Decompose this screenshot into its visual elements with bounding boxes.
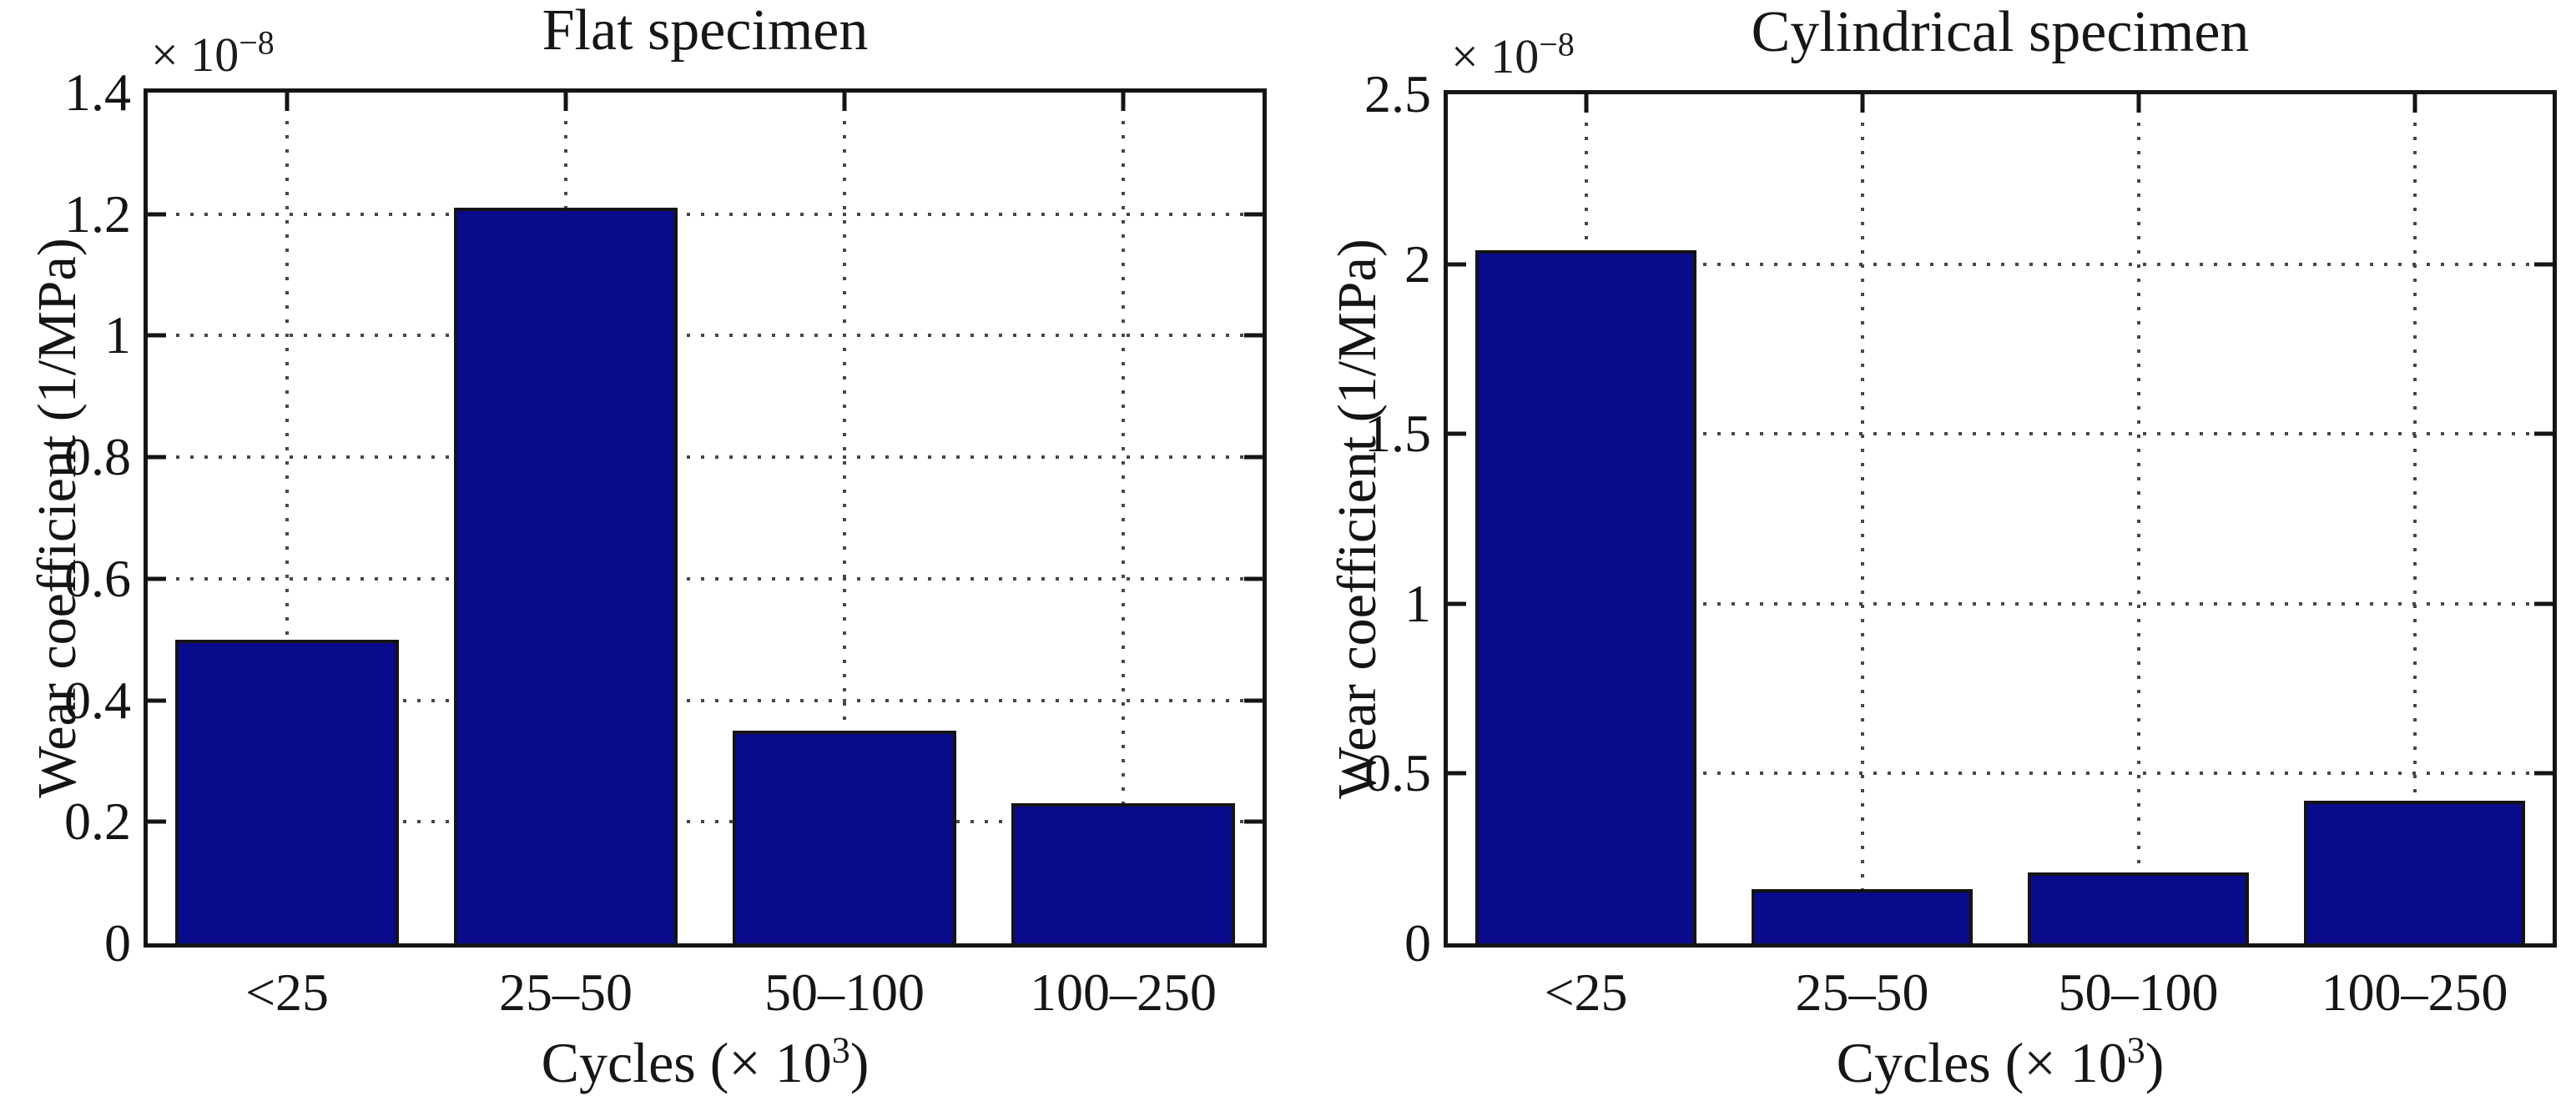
y-tick-mark	[148, 212, 166, 217]
y-tick-label: 2.5	[1364, 64, 1431, 123]
y-tick-mark	[1244, 212, 1263, 217]
multiplier-base: × 10	[1451, 29, 1540, 83]
x-tick-mark	[1860, 94, 1864, 113]
gridline-horizontal	[148, 334, 1263, 338]
y-tick-mark	[1244, 576, 1263, 581]
gridline-horizontal	[1448, 772, 2553, 776]
x-axis-label-exponent: 3	[831, 1029, 850, 1071]
x-axis-label-text: Cycles (× 10	[541, 1031, 832, 1094]
y-tick-label: 0	[1404, 913, 1431, 973]
gridline-vertical	[285, 93, 289, 943]
x-tick-label: <25	[1544, 963, 1628, 1022]
y-tick-mark	[1448, 431, 1466, 436]
gridline-horizontal	[148, 698, 1263, 702]
multiplier-base: × 10	[151, 28, 239, 82]
y-tick-mark	[2534, 431, 2553, 436]
x-tick-mark	[1121, 93, 1126, 111]
x-axis-label-flat: Cycles (× 103)	[542, 1030, 870, 1096]
y-tick-label: 0.8	[64, 427, 131, 487]
x-tick-label: 25–50	[1795, 963, 1929, 1022]
multiplier-exponent: −8	[1539, 25, 1575, 63]
y-tick-label: 1.2	[64, 184, 131, 244]
x-axis-label-cylindrical: Cycles (× 103)	[1837, 1030, 2165, 1096]
x-axis-label-suffix: )	[2145, 1031, 2165, 1094]
x-tick-label: 100–250	[1030, 963, 1217, 1022]
x-tick-mark	[2136, 94, 2140, 113]
y-tick-mark	[2534, 262, 2553, 267]
gridline-vertical	[843, 93, 846, 943]
bar-flat-lt25	[175, 639, 399, 943]
y-tick-mark	[2534, 601, 2553, 606]
y-tick-label: 0.5	[1364, 743, 1431, 803]
bar-cyl-50-100	[2028, 872, 2249, 943]
y-tick-label: 1.4	[64, 63, 131, 122]
y-tick-label: 0.4	[64, 670, 131, 730]
x-tick-label: 25–50	[499, 963, 633, 1022]
x-tick-mark	[285, 93, 290, 111]
y-tick-mark	[148, 455, 166, 460]
gridline-vertical	[1860, 94, 1864, 943]
y-tick-mark	[148, 819, 166, 824]
x-tick-label: 100–250	[2321, 963, 2508, 1022]
chart-title-cylindrical: Cylindrical specimen	[1751, 0, 2250, 64]
gridline-horizontal	[148, 820, 1263, 824]
x-axis-label-suffix: )	[849, 1031, 870, 1094]
x-tick-label: 50–100	[764, 963, 925, 1022]
y-tick-mark	[1244, 333, 1263, 338]
bar-flat-50-100	[733, 731, 956, 943]
y-tick-mark	[2534, 771, 2553, 776]
y-tick-label: 0	[104, 913, 131, 973]
y-tick-mark	[148, 576, 166, 581]
gridline-vertical	[1122, 93, 1125, 943]
multiplier-exponent: −8	[239, 23, 275, 62]
x-tick-mark	[1584, 94, 1588, 113]
y-tick-label: 1	[104, 305, 131, 365]
plot-area-cylindrical: Cylindrical specimen × 10−8 Wear coeffic…	[1327, 0, 2557, 1094]
bar-cyl-lt25	[1475, 250, 1696, 943]
gridline-horizontal	[1448, 262, 2553, 266]
y-tick-label: 1	[1404, 573, 1431, 633]
gridline-horizontal	[148, 212, 1263, 216]
y-tick-mark	[148, 333, 166, 338]
x-tick-mark	[2412, 94, 2417, 113]
x-tick-mark	[563, 93, 568, 111]
gridline-horizontal	[148, 576, 1263, 581]
x-tick-mark	[842, 93, 847, 111]
bar-flat-100-250	[1011, 803, 1235, 943]
y-axis-multiplier-flat: × 10−8	[151, 23, 275, 83]
y-tick-label: 1.5	[1364, 404, 1431, 464]
y-tick-mark	[1448, 601, 1466, 606]
y-tick-mark	[1448, 262, 1466, 267]
plot-area-flat: Flat specimen × 10−8 Wear coefficient (1…	[27, 0, 1267, 1094]
gridline-horizontal	[1448, 432, 2553, 436]
y-axis-label-wrap-cylindrical: Wear coefficient (1/MPa)	[1308, 94, 1408, 943]
gridline-horizontal	[1448, 601, 2553, 606]
bar-flat-25-50	[454, 208, 678, 943]
chart-title-flat: Flat specimen	[542, 0, 869, 63]
gridline-vertical	[2412, 94, 2417, 943]
gridline-vertical	[2136, 94, 2140, 943]
y-axis-multiplier-cylindrical: × 10−8	[1451, 28, 1575, 84]
bar-cyl-100-250	[2304, 800, 2525, 943]
y-tick-mark	[1244, 698, 1263, 703]
y-tick-mark	[1448, 771, 1466, 776]
y-tick-label: 0.2	[64, 792, 131, 852]
x-tick-label: 50–100	[2058, 963, 2219, 1022]
x-tick-label: <25	[244, 963, 330, 1022]
y-tick-label: 2	[1404, 234, 1431, 294]
y-tick-mark	[1244, 455, 1263, 460]
y-tick-mark	[148, 698, 166, 703]
y-tick-label: 0.6	[64, 548, 131, 608]
y-tick-mark	[1244, 819, 1263, 824]
gridline-horizontal	[148, 455, 1263, 460]
x-axis-label-text: Cycles (× 10	[1836, 1031, 2127, 1094]
x-axis-label-exponent: 3	[2126, 1029, 2145, 1071]
bar-cyl-25-50	[1752, 888, 1973, 943]
y-axis-label-cylindrical: Wear coefficient (1/MPa)	[1327, 239, 1389, 799]
